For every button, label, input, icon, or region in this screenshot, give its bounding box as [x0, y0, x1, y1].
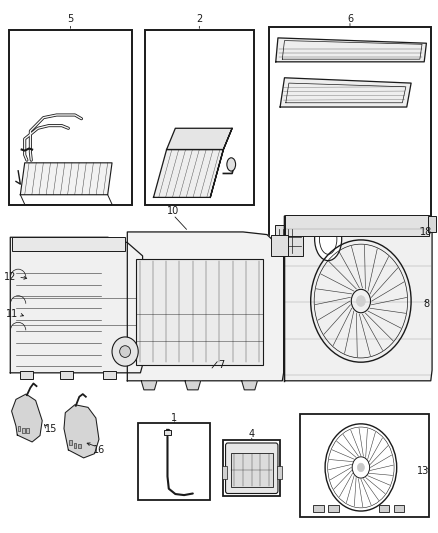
Bar	[145, 30, 254, 205]
Bar	[313, 505, 324, 512]
Ellipse shape	[314, 217, 342, 261]
Bar	[300, 414, 428, 518]
Text: 6: 6	[347, 14, 353, 25]
Polygon shape	[166, 128, 232, 150]
Bar	[223, 440, 280, 496]
Bar	[231, 453, 273, 487]
Polygon shape	[127, 232, 284, 381]
Bar	[12, 237, 125, 251]
Bar	[164, 430, 170, 435]
Circle shape	[357, 463, 364, 472]
Text: 12: 12	[4, 272, 17, 282]
Polygon shape	[285, 216, 432, 381]
Polygon shape	[185, 381, 201, 390]
Polygon shape	[11, 237, 143, 373]
Bar	[286, 215, 429, 236]
Bar	[275, 225, 303, 256]
Polygon shape	[12, 394, 42, 442]
Bar	[394, 505, 404, 512]
Polygon shape	[20, 163, 112, 195]
Polygon shape	[210, 128, 232, 197]
Bar	[20, 371, 33, 379]
Text: 8: 8	[424, 298, 429, 309]
Bar	[69, 440, 72, 445]
Polygon shape	[280, 78, 411, 107]
Text: 13: 13	[417, 466, 429, 476]
Bar	[103, 371, 117, 379]
Ellipse shape	[120, 346, 131, 358]
Bar	[277, 466, 282, 479]
Ellipse shape	[227, 158, 236, 171]
Bar	[74, 443, 76, 448]
Ellipse shape	[112, 337, 138, 366]
Polygon shape	[153, 150, 223, 197]
Bar	[18, 426, 20, 431]
Text: 18: 18	[420, 227, 432, 237]
Bar	[26, 428, 29, 433]
Bar	[136, 259, 263, 365]
Text: 4: 4	[249, 429, 255, 439]
Bar	[427, 216, 436, 232]
Text: 11: 11	[6, 309, 18, 319]
Text: 1: 1	[171, 413, 177, 423]
Bar	[138, 423, 210, 500]
Ellipse shape	[319, 223, 337, 254]
Bar	[269, 27, 431, 264]
Polygon shape	[242, 381, 258, 390]
Bar	[222, 466, 227, 479]
Bar	[78, 443, 81, 448]
Text: 15: 15	[45, 424, 57, 434]
Bar	[271, 235, 288, 256]
Bar	[328, 505, 339, 512]
Text: 16: 16	[93, 445, 105, 455]
Bar	[22, 427, 25, 433]
Bar	[10, 30, 132, 205]
Bar	[60, 371, 73, 379]
Circle shape	[357, 296, 365, 306]
Text: 5: 5	[67, 14, 74, 25]
Polygon shape	[141, 381, 157, 390]
Text: 2: 2	[196, 14, 202, 25]
Text: 10: 10	[167, 206, 179, 216]
FancyBboxPatch shape	[226, 443, 278, 494]
Text: 7: 7	[218, 360, 224, 370]
Bar	[379, 505, 389, 512]
Polygon shape	[276, 38, 426, 62]
Polygon shape	[64, 405, 99, 458]
